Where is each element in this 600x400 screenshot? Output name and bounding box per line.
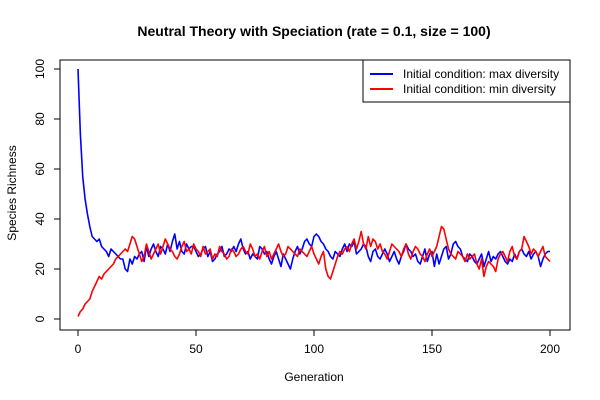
y-axis-label: Species Richness xyxy=(5,145,19,240)
x-axis-label: Generation xyxy=(284,370,343,384)
legend: Initial condition: max diversity Initial… xyxy=(362,59,571,103)
plot-frame xyxy=(59,59,571,331)
y-tick-label: 100 xyxy=(33,59,47,79)
series-line-max-diversity xyxy=(77,68,550,273)
chart-title: Neutral Theory with Speciation (rate = 0… xyxy=(137,23,490,39)
legend-label-min-diversity: Initial condition: min diversity xyxy=(403,82,556,96)
x-tick-label: 50 xyxy=(189,342,203,356)
x-tick-label: 0 xyxy=(75,342,82,356)
y-tick-label: 60 xyxy=(33,162,47,176)
y-tick-label: 0 xyxy=(33,315,47,322)
series-layer xyxy=(77,68,551,317)
y-tick-label: 40 xyxy=(33,212,47,226)
x-tick-label: 150 xyxy=(422,342,442,356)
series-line-min-diversity xyxy=(77,225,551,317)
x-tick-label: 100 xyxy=(304,342,324,356)
y-axis: 0 20 40 60 80 100 xyxy=(33,59,60,322)
x-axis: 0 50 100 150 200 xyxy=(75,330,560,356)
legend-box xyxy=(362,59,571,103)
x-tick-label: 200 xyxy=(540,342,560,356)
y-tick-label: 20 xyxy=(33,262,47,276)
legend-label-max-diversity: Initial condition: max diversity xyxy=(403,67,559,81)
y-tick-label: 80 xyxy=(33,112,47,126)
